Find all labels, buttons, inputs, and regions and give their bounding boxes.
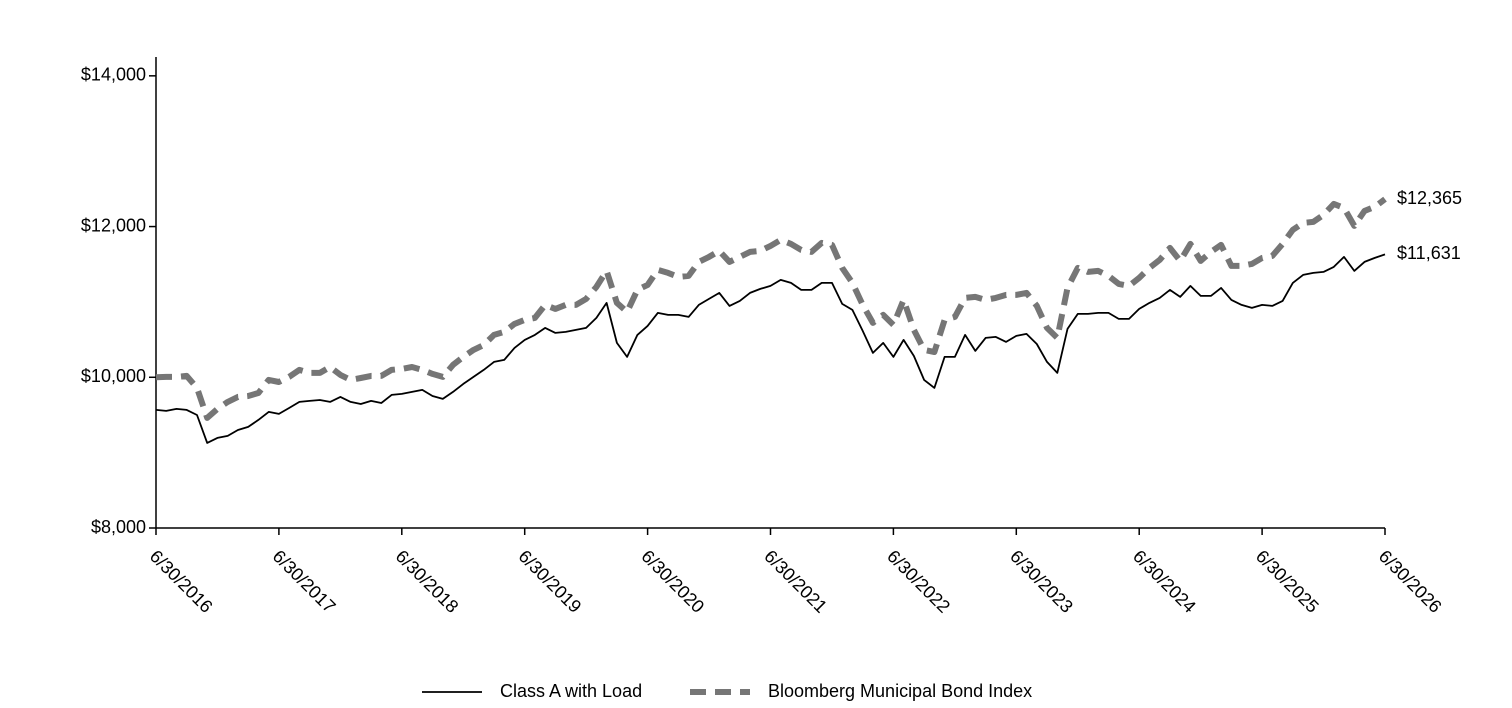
x-tick-label: 6/30/2018 <box>392 546 463 617</box>
end-label: $12,365 <box>1397 188 1462 208</box>
x-tick-label: 6/30/2016 <box>146 546 217 617</box>
y-tick-label: $12,000 <box>81 215 146 235</box>
x-tick-label: 6/30/2023 <box>1006 546 1077 617</box>
series-line <box>155 196 1387 421</box>
x-tick-label: 6/30/2026 <box>1375 546 1446 617</box>
legend-label: Class A with Load <box>500 681 642 701</box>
x-tick-label: 6/30/2025 <box>1252 546 1323 617</box>
x-tick-label: 6/30/2024 <box>1129 546 1200 617</box>
x-tick-label: 6/30/2017 <box>269 546 340 617</box>
end-label: $11,631 <box>1397 243 1461 263</box>
y-tick-label: $14,000 <box>81 65 146 85</box>
x-tick-label: 6/30/2022 <box>883 546 954 617</box>
series-line <box>155 253 1386 444</box>
x-tick-label: 6/30/2020 <box>637 546 708 617</box>
legend-label: Bloomberg Municipal Bond Index <box>768 681 1032 701</box>
x-tick-label: 6/30/2019 <box>515 546 586 617</box>
x-tick-label: 6/30/2021 <box>760 546 831 617</box>
y-tick-label: $10,000 <box>81 366 146 386</box>
y-tick-label: $8,000 <box>91 517 146 537</box>
